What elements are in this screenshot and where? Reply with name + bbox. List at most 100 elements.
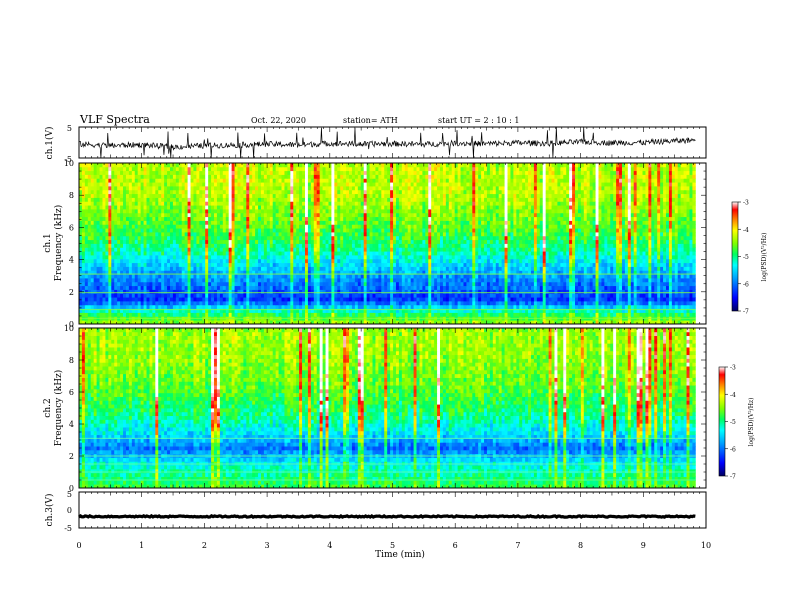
spectrogram-cell [290,243,294,248]
spectrogram-cell [387,320,391,325]
spectrogram-cell [143,297,147,302]
spectrogram-cell [231,243,235,248]
spectrogram-cell [164,285,168,290]
spectrogram-cell [657,297,661,302]
spectrogram-cell [387,235,391,241]
spectrogram-cell [507,270,511,275]
spectrogram-cell [307,243,312,248]
spectrogram-cell [152,285,156,290]
spectrogram-cell [93,235,98,241]
spectrogram-cell [536,243,541,248]
spectrogram-cell [560,270,564,275]
spectrogram-cell [419,304,423,310]
spectrogram-cell [111,243,115,248]
spectrogram-cell [434,285,438,290]
spectrogram-cell [222,247,227,252]
spectrogram-cell [604,251,608,256]
spectrogram-cell [296,293,300,298]
spectrogram-cell [636,304,640,310]
spectrogram-cell [169,239,174,244]
spectrogram-cell [390,320,394,325]
spectrogram-cell [545,289,549,294]
spectrogram-cell [569,285,573,290]
spectrogram-cell [225,266,230,271]
spectrogram-cell [580,239,585,244]
spectrogram-cell [140,266,144,271]
spectrogram-cell [580,285,585,290]
spectrogram-cell [108,243,112,248]
spectrogram-cell [372,293,376,298]
spectrogram-cell [228,262,233,267]
spectrogram-cell [519,293,523,298]
spectrogram-cell [278,255,282,260]
spectrogram-cell [258,270,262,275]
spectrogram-cell [451,278,456,283]
spectrogram-cell [349,251,353,256]
spectrogram-cell [152,304,156,310]
spectrogram-cell [272,247,277,252]
spectrogram-cell [293,258,297,264]
spectrogram-cell [137,304,142,310]
spectrogram-cell [90,258,95,264]
spectrogram-cell [583,308,588,313]
ch1v-ytick-top: 5 [67,124,72,133]
spectrogram-cell [686,312,690,317]
spectrogram-cell [299,255,303,260]
spectrogram-cell [299,243,303,248]
spectrogram-cell [624,255,629,260]
spectrogram-cell [683,255,687,260]
spectrogram-cell [287,301,291,306]
spectrogram-cell [586,301,591,306]
spectrogram-cell [586,255,591,260]
spectrogram-cell [616,289,620,294]
spectrogram-cell [613,239,617,244]
spectrogram-cell [181,312,186,317]
spectrogram-cell [633,304,638,310]
spectrogram-cell [152,301,156,306]
spectrogram-cell [87,247,92,252]
spectrogram-cell [636,255,640,260]
spectrogram-cell [346,281,350,287]
spectrogram-cell [87,308,92,313]
spectrogram-cell [665,239,670,244]
spectrogram-cell [310,289,315,294]
spectrogram-cell [457,278,461,283]
spectrogram-cell [258,235,262,241]
spectrogram-cell [346,251,350,256]
spectrogram-cell [510,289,514,294]
spectrogram-cell [293,239,297,244]
spectrogram-cell [601,289,605,294]
spectrogram-cell [225,247,230,252]
spectrogram-cell [489,308,494,313]
spectrogram-cell [580,270,585,275]
spectrogram-cell [407,247,412,252]
spectrogram-cell [351,255,356,260]
spectrogram-cell [548,239,552,244]
spectrogram-cell [202,270,206,275]
spectrogram-cell [296,285,300,290]
spectrogram-cell [401,243,406,248]
station-label: station= ATH [343,116,398,125]
spectrogram-cell [123,297,127,302]
spectrogram-cell [510,312,514,317]
spectrogram-cell [466,235,470,241]
spectrogram-cell [307,285,312,290]
spectrogram-cell [96,320,100,325]
spectrogram-cell [351,278,356,283]
spectrogram-cell [325,247,329,252]
spectrogram-cell [184,308,188,313]
spectrogram-cell [563,266,567,271]
spectrogram-cell [275,301,279,306]
spectrogram-cell [442,285,447,290]
spectrogram-cell [381,297,385,302]
spectrogram-cell [654,239,658,244]
spectrogram-cell [228,235,233,241]
spectrogram-cell [663,281,667,287]
spectrogram-cell [319,304,324,310]
spectrogram-cell [510,266,514,271]
spectrogram-cell [486,285,491,290]
spectrogram-cell [580,281,585,287]
spectrogram-cell [478,274,482,279]
spectrogram-cell [290,262,294,267]
spectrogram-cell [155,239,159,244]
